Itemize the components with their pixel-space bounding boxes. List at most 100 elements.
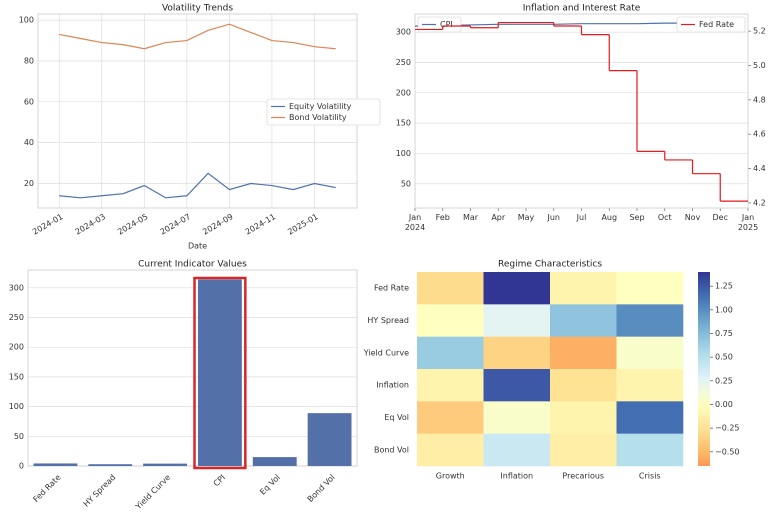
legend-box (266, 98, 381, 126)
heat-cell (550, 433, 617, 467)
x-tick-label: Fed Rate (31, 473, 62, 504)
x-tick-label: May (517, 213, 535, 222)
row-label: Eq Vol (384, 413, 409, 422)
x-tick-label: Sep (629, 213, 645, 222)
x-tick-label: Feb (435, 213, 450, 222)
column-label: Precarious (562, 472, 604, 481)
heat-cell (483, 401, 551, 434)
x-tick-label: CPI (212, 473, 227, 488)
heat-cell (616, 272, 684, 305)
legend-box (676, 16, 746, 33)
y2-tick-label: 4.2 (753, 198, 766, 207)
heat-cell (417, 272, 484, 305)
colorbar-tick-label: −0.50 (715, 447, 740, 456)
y2-tick-label: 5.0 (753, 61, 766, 70)
x-tick-label: Eq Vol (258, 473, 282, 497)
legend-box (417, 16, 462, 33)
y-tick-label: 250 (9, 313, 24, 322)
heat-cell (616, 369, 684, 402)
x-tick-label: 2024-07 (159, 212, 192, 237)
x-tick-label: Apr (491, 213, 506, 222)
x-tick-label: Mar (462, 213, 479, 222)
plot-frame (414, 13, 749, 209)
y-tick-label: 100 (396, 149, 411, 158)
legend-label: Equity Volatility (289, 102, 352, 111)
heat-cell (483, 272, 551, 305)
heat-cell (417, 304, 484, 337)
highlight-box (193, 276, 247, 470)
chart-title: Current Indicator Values (138, 260, 247, 270)
y-tick-label: 60 (24, 97, 34, 106)
y-tick-label: 200 (396, 88, 411, 97)
colorbar-tick-label: 1.00 (715, 305, 733, 314)
heat-cell (483, 336, 551, 370)
y-tick-label: 100 (19, 16, 34, 25)
line-series (59, 23, 336, 50)
x-tick-label: 2024-09 (201, 212, 234, 237)
y-tick-label: 0 (19, 462, 24, 471)
x-tick-label: Oct (657, 213, 672, 222)
colorbar (698, 272, 710, 466)
bar (88, 464, 133, 466)
x-tick-label: 2024-05 (116, 212, 149, 237)
chart-title: Regime Characteristics (498, 260, 602, 270)
bar (307, 413, 352, 466)
heat-cell (616, 336, 684, 370)
colorbar-tick-label: 0.00 (715, 400, 733, 409)
heat-cell (550, 401, 617, 434)
colorbar-tick-label: 0.25 (715, 376, 733, 385)
chart-title: Volatility Trends (162, 4, 233, 14)
y2-tick-label: 5.2 (753, 27, 766, 36)
heat-cell (417, 336, 484, 370)
x-tick-label: Bond Vol (306, 473, 337, 504)
x-tick-label: Yield Curve (133, 473, 172, 512)
row-label: Fed Rate (374, 284, 409, 293)
x-axis-label: Date (188, 242, 207, 251)
row-label: Inflation (376, 381, 409, 390)
x-tick-label: HY Spread (82, 473, 118, 509)
y-tick-label: 20 (24, 179, 34, 188)
x-tick-label: 2024-03 (74, 212, 107, 237)
heat-cell (616, 401, 684, 434)
column-label: Crisis (639, 472, 661, 481)
column-label: Inflation (500, 472, 533, 481)
y2-tick-label: 4.4 (753, 164, 766, 173)
colorbar-tick-label: 0.50 (715, 353, 733, 362)
legend-label: Bond Volatility (289, 113, 347, 122)
x-tick-label: Jan 2024 (404, 213, 426, 232)
heat-cell (616, 304, 684, 337)
y-tick-label: 40 (24, 138, 34, 147)
bar (252, 457, 297, 466)
chart-title: Inflation and Interest Rate (523, 4, 641, 14)
x-tick-label: Aug (601, 213, 618, 222)
heat-cell (483, 433, 551, 467)
x-tick-label: Nov (684, 213, 701, 222)
heat-cell (550, 304, 617, 337)
colorbar-tick-label: 1.25 (715, 282, 733, 291)
y-tick-label: 80 (24, 56, 34, 65)
colorbar-tick-label: 0.75 (715, 329, 733, 338)
bar (197, 279, 242, 466)
y2-tick-label: 4.8 (753, 95, 766, 104)
y-tick-label: 200 (9, 343, 24, 352)
row-label: Yield Curve (363, 348, 409, 357)
plot-frame (27, 269, 358, 467)
row-label: HY Spread (367, 316, 409, 325)
y-tick-label: 100 (9, 402, 24, 411)
line-series (59, 172, 336, 199)
x-tick-label: 2024-11 (244, 212, 277, 237)
heat-cell (550, 272, 617, 305)
x-tick-label: Jun (547, 213, 561, 222)
column-label: Growth (436, 472, 465, 481)
x-tick-label: 2024-01 (31, 212, 64, 237)
x-tick-label: Dec (712, 213, 728, 222)
row-label: Bond Vol (374, 445, 409, 454)
legend-label: CPI (440, 20, 453, 29)
x-tick-label: 2025-01 (286, 212, 319, 237)
y-tick-label: 250 (396, 58, 411, 67)
y-tick-label: 300 (9, 283, 24, 292)
heat-cell (550, 369, 617, 402)
x-tick-label: Jul (576, 213, 587, 222)
